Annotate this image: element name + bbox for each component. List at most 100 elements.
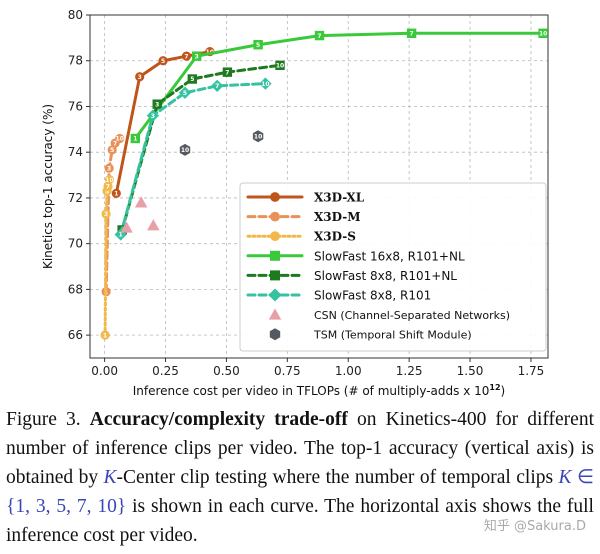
data-point-label: 7 [409,30,413,37]
legend-label: SlowFast 8x8, R101+NL [314,269,457,283]
data-point-label: 7 [184,53,188,60]
y-tick-label: 76 [68,99,83,113]
scatter-csn [120,196,160,233]
data-point [178,86,192,99]
data-point [181,51,192,61]
y-tick-label: 74 [68,145,83,159]
data-point-label: 3 [104,211,108,218]
data-point [135,72,145,82]
legend-entry: SlowFast 8x8, R101+NL [246,269,457,283]
data-point-label: 5 [110,147,114,154]
x-tick-label: 1.00 [335,364,362,378]
data-point [275,60,285,71]
legend-marker [268,308,282,320]
data-point [111,188,121,198]
data-point [104,175,115,185]
data-point-label: 1 [119,232,123,239]
data-point-label: 5 [105,188,109,195]
scatter-point [179,143,191,156]
data-point [152,99,162,109]
y-tick-label: 68 [68,282,83,296]
data-point-label: 1 [133,136,137,143]
data-point-label: 1 [103,332,107,339]
y-axis-label: Kinetics top-1 accuracy (%) [41,104,55,269]
scatter-point [147,219,160,231]
legend-label: SlowFast 8x8, R101 [314,289,431,303]
data-point-label: 3 [155,101,159,108]
data-point-label: 7 [106,184,110,191]
caption-bold: Accuracy/complexity trade-off [89,409,348,430]
data-point [192,51,202,61]
caption-set: ∈ {1, 3, 5, 7, 10} [6,467,594,517]
legend-entry: TSM (Temporal Shift Module) [269,328,472,342]
series-layer: 1357101357101357101357710135710135710101… [100,28,548,340]
data-point-label: 3 [138,74,142,81]
data-point-label: 3 [195,53,199,60]
x-axis-label: Inference cost per video in TFLOPs (# of… [133,383,505,398]
legend-label: X3D-XL [314,191,365,205]
legend-entry: SlowFast 16x8, R101+NL [246,249,465,263]
x-tick-label: 0.50 [213,364,240,378]
caption-k1: K [103,467,117,488]
scatter-point [120,221,133,233]
legend-box [239,182,547,352]
legend: X3D-XL X3D-M X3D-S SlowFast 16x8, R101+NL Sl… [239,182,547,352]
scatter-point-label: 10 [181,147,189,154]
data-point-label: 7 [225,69,229,76]
legend-marker [270,231,280,242]
watermark: 知乎 @Sakura.D [483,519,586,534]
y-tick-label: 66 [68,328,83,342]
y-tick-label: 72 [68,191,83,205]
plot-frame [89,14,549,359]
data-point [538,28,548,38]
legend-marker [268,288,282,302]
data-point [211,79,224,93]
legend-label: TSM (Temporal Shift Module) [313,329,472,342]
scatter-tsm: 10 10 [179,130,264,156]
data-point [253,40,263,50]
legend-marker [269,328,281,341]
legend-marker [270,270,280,281]
data-point [406,28,417,38]
legend-marker [270,250,280,261]
x-tick-label: 1.50 [457,364,484,378]
data-point-label: 10 [105,177,113,184]
series-line [114,50,212,195]
data-point-label: 10 [116,136,124,143]
legend-label: X3D-M [314,210,361,224]
scatter-point-label: 10 [254,133,262,140]
caption-text-3: is shown in each curve. The horizontal a… [6,496,594,546]
data-point [115,133,125,144]
legend-marker [270,192,280,202]
caption-text-1: on Kinetics-400 for different number of … [6,409,595,488]
legend-label: SlowFast 16x8, R101+NL [314,249,465,263]
data-point [100,330,110,340]
figure-caption: Figure 3. Accuracy/complexity trade-off … [6,405,594,550]
scatter-point [252,130,264,143]
y-tick-label: 70 [68,237,83,251]
data-point [259,77,272,90]
chart: 0.00 0.25 0.50 0.75 1.00 1.25 1.50 1.75 66 68 70 72… [41,8,549,398]
legend-label: X3D-S [314,230,356,244]
legend-marker [270,211,280,222]
data-point [187,74,198,84]
series-line [133,31,545,140]
data-point [130,133,141,144]
data-point [114,228,127,241]
data-point-label: 5 [183,90,187,97]
data-point-label: 5 [256,42,260,49]
x-tick-label: 0.75 [274,364,301,378]
legend-entry: X3D-M [246,210,361,224]
data-point [222,67,233,77]
data-point [314,30,325,41]
data-point-label: 10 [261,81,269,88]
data-point-label: 10 [539,30,547,37]
data-point [146,109,160,122]
caption-k2: K [558,467,572,488]
y-tick-label: 80 [68,8,83,22]
x-tick-label: 1.75 [518,364,545,378]
x-tick-label: 0.25 [152,364,179,378]
series-slowfast-16x8-r101-nl: 1 3 5 7 7 10 [130,28,548,144]
